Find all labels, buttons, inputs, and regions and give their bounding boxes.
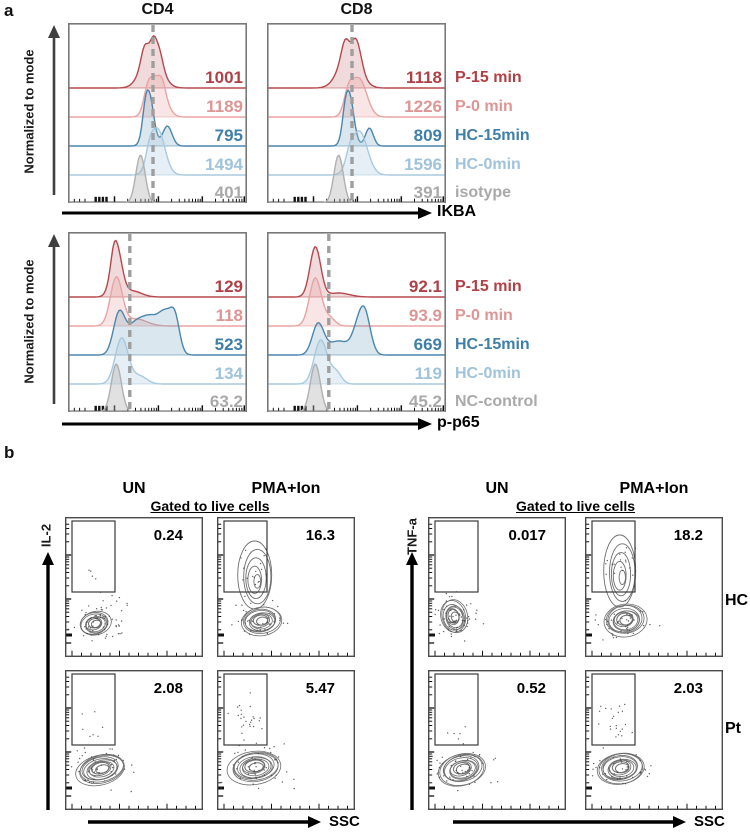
legend-hc0min: HC-0min (455, 365, 521, 382)
x-axis-arrow-pp65 (62, 418, 432, 430)
legend-p15min: P-15 min (455, 69, 522, 86)
gate-percentage: 16.3 (305, 527, 335, 544)
x-axis-arrow-ikba (62, 207, 432, 219)
mfi-value: 93.9 (408, 306, 442, 325)
mfi-value: 1118 (406, 68, 442, 87)
mfi-value: 118 (215, 306, 243, 325)
x-axis-arrow-ssc-left (88, 816, 321, 828)
il2-hc-un-contour-plot (65, 517, 203, 657)
legend-isotype: isotype (455, 184, 512, 201)
cd8-ikba-histogram (267, 23, 446, 203)
normalized-to-mode-label-row2: Normalized to mode (21, 259, 37, 384)
mfi-value: 92.1 (408, 277, 442, 296)
gate-percentage: 2.08 (153, 680, 183, 697)
mfi-value: 134 (214, 364, 243, 383)
y-axis-arrow-il2 (42, 552, 54, 810)
legend-nccontrol: NC-control (455, 393, 538, 410)
y-axis-arrow-row1 (48, 25, 60, 195)
gate-percentage: 18.2 (673, 527, 703, 544)
cd4-pp65-histogram (68, 232, 247, 412)
tnfa-hc-pma-contour-plot (585, 517, 723, 657)
col-header-un-right: UN (485, 480, 509, 497)
cd4-title: CD4 (141, 1, 174, 18)
panel-b-label: b (4, 443, 15, 462)
legend-p0min: P-0 min (455, 98, 513, 115)
mfi-value: 1226 (404, 97, 442, 116)
row-label-hc: HC (725, 592, 749, 609)
gate-note-left: Gated to live cells (150, 498, 270, 514)
mfi-value: 1001 (205, 68, 243, 87)
col-header-pma-left: PMA+Ion (251, 480, 321, 497)
cd8-title: CD8 (340, 1, 373, 18)
mfi-value: 1189 (206, 97, 243, 116)
legend-hc15min: HC-15min (455, 336, 530, 353)
mfi-value: 523 (214, 335, 243, 354)
mfi-value: 63.2 (209, 392, 243, 411)
panel-a-label: a (4, 1, 14, 20)
il2-pt-pma-contour-plot (217, 670, 355, 810)
pp65-axis-label: p-p65 (437, 414, 480, 431)
gate-percentage: 0.52 (516, 680, 546, 697)
legend-p0min: P-0 min (455, 307, 513, 324)
il2-hc-pma-contour-plot (217, 517, 355, 657)
x-axis-arrow-ssc-right (453, 816, 686, 828)
legend-p15min: P-15 min (455, 278, 522, 295)
legend-hc15min: HC-15min (455, 127, 530, 144)
row-label-pt: Pt (725, 720, 741, 737)
mfi-value: 45.2 (408, 392, 442, 411)
mfi-value: 1596 (404, 155, 442, 174)
col-header-un-left: UN (122, 480, 146, 497)
normalized-to-mode-label-row1: Normalized to mode (21, 49, 37, 174)
cd4-ikba-histogram (68, 23, 247, 203)
mfi-value: 1494 (205, 155, 243, 174)
gate-percentage: 2.03 (673, 680, 703, 697)
ssc-axis-label-left: SSC (329, 813, 360, 830)
col-header-pma-right: PMA+Ion (619, 480, 689, 497)
cd8-pp65-histogram (267, 232, 446, 412)
tnfa-pt-pma-contour-plot (585, 670, 723, 810)
mfi-value: 809 (413, 126, 442, 145)
y-axis-arrow-row2 (48, 234, 60, 404)
mfi-value: 129 (214, 277, 243, 296)
il2-pt-un-contour-plot (65, 670, 203, 810)
mfi-value: 119 (414, 364, 442, 383)
gate-percentage: 0.24 (153, 527, 183, 544)
gate-note-right: Gated to live cells (515, 498, 636, 514)
mfi-value: 795 (214, 126, 243, 145)
mfi-value: 401 (214, 183, 243, 202)
mfi-value: 669 (413, 335, 442, 354)
gate-percentage: 5.47 (305, 680, 335, 697)
tnfa-pt-un-contour-plot (428, 670, 566, 810)
gate-percentage: 0.017 (508, 527, 546, 544)
tnfa-hc-un-contour-plot (428, 517, 566, 657)
ikba-axis-label: IKBA (437, 203, 477, 220)
ssc-axis-label-right: SSC (694, 813, 725, 830)
y-axis-arrow-tnfa (406, 552, 418, 810)
mfi-value: 391 (413, 183, 442, 202)
legend-hc0min: HC-0min (455, 156, 521, 173)
